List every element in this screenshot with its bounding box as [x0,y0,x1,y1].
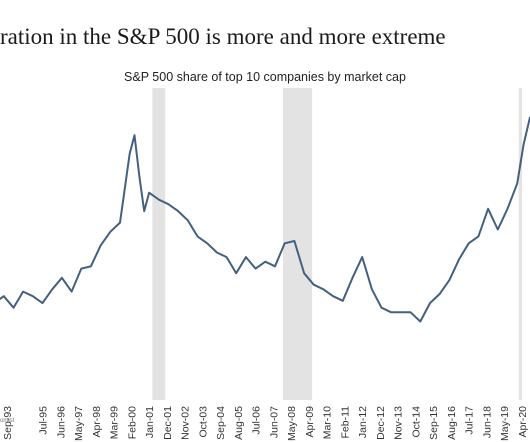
x-axis-ticks: Sep-93 Jul-95 Jun-96 May-97 Apr-98 Mar-99 Feb-… [2,406,529,441]
x-tick-label: May-97 [73,406,85,441]
x-tick-label: Nov-02 [180,406,192,440]
x-tick-label: Feb-11 [339,406,351,439]
x-tick-label: Feb-00 [126,406,138,439]
x-tick-label: Apr-09 [304,406,316,438]
chart-title: S&P 500 share of top 10 companies by mar… [124,70,406,84]
x-tick-label: Mar-99 [109,406,121,439]
x-tick-label: Jan-12 [357,406,369,438]
x-tick-label: Sep-93 [2,406,14,440]
x-tick-label: Sep-04 [215,406,227,440]
x-tick-label: Dec-12 [375,406,387,440]
x-tick-label: Sep-15 [428,406,440,440]
x-tick-label: Oct-14 [410,406,422,438]
x-tick-label: Oct-03 [197,406,209,438]
x-tick-label: Mar-10 [322,406,334,439]
recession-shading [152,88,522,400]
x-tick-label: Apr-20 [517,406,529,438]
x-tick-label: Jun-96 [55,406,67,438]
recession-band-2 [283,88,313,400]
x-tick-label: Jul-17 [464,406,476,435]
x-tick-label: Apr-98 [91,406,103,438]
series-lines [0,116,530,323]
x-tick-label: Aug-16 [446,406,458,440]
x-tick-label: Jun-18 [481,406,493,438]
recession-band-1 [152,88,166,400]
x-tick-label: Jun-07 [268,406,280,438]
x-tick-label: Jul-95 [38,406,50,435]
x-tick-label: Aug-05 [233,406,245,440]
x-tick-label: Nov-13 [393,406,405,440]
x-tick-label: Dec-01 [162,406,174,440]
x-tick-label: Jul-06 [251,406,263,435]
recession-band-3 [518,88,522,400]
x-tick-label: May-19 [499,406,511,441]
x-tick-label: Jan-01 [144,406,156,438]
source-note: omist [0,418,15,424]
series-line-1 [0,116,530,323]
chart-headline: ration in the S&P 500 is more and more e… [0,24,446,49]
x-tick-label: May-08 [286,406,298,441]
